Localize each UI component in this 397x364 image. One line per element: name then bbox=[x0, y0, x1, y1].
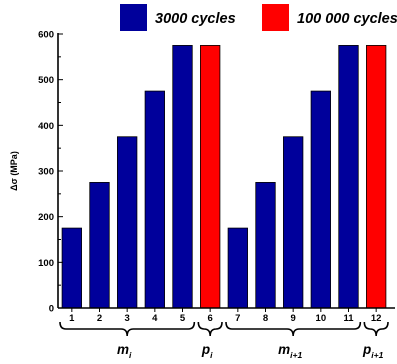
x-tick-label: 10 bbox=[316, 313, 327, 324]
group-label: pi bbox=[201, 342, 213, 360]
x-tick-label: 9 bbox=[291, 313, 296, 324]
y-tick-label: 200 bbox=[38, 212, 54, 223]
x-tick-label: 8 bbox=[263, 313, 268, 324]
group-label: mi bbox=[117, 342, 132, 360]
x-tick-label: 7 bbox=[235, 313, 240, 324]
bar-9 bbox=[283, 136, 304, 309]
y-axis-label: Δσ (MPa) bbox=[9, 151, 19, 191]
bar-3 bbox=[117, 136, 138, 309]
group-brace bbox=[225, 321, 362, 337]
group-braces: mi pi mi+1 pi+1 bbox=[59, 321, 389, 360]
y-tick-label: 100 bbox=[38, 258, 54, 269]
x-tick-label: 3 bbox=[125, 313, 130, 324]
legend: 3000 cycles 100 000 cycles bbox=[120, 4, 397, 31]
group-label: pi+1 bbox=[362, 342, 384, 360]
x-tick-label: 1 bbox=[69, 313, 75, 324]
bar-8 bbox=[255, 182, 276, 309]
x-tick-label: 2 bbox=[97, 313, 102, 324]
x-tick-label: 12 bbox=[371, 313, 382, 324]
legend-label: 3000 cycles bbox=[155, 11, 236, 27]
bar-11 bbox=[338, 45, 359, 309]
bars bbox=[61, 45, 387, 309]
bar-10 bbox=[310, 90, 331, 309]
x-tick-label: 4 bbox=[152, 313, 158, 324]
group-brace bbox=[197, 321, 223, 337]
group-brace bbox=[363, 321, 389, 337]
group-label: mi+1 bbox=[278, 342, 302, 360]
bar-4 bbox=[144, 90, 165, 309]
bar-5 bbox=[172, 45, 193, 309]
y-tick-label: 0 bbox=[49, 304, 54, 315]
x-tick-label: 5 bbox=[180, 313, 186, 324]
x-tick-label: 6 bbox=[208, 313, 213, 324]
bar-1 bbox=[61, 227, 82, 309]
legend-swatch bbox=[262, 4, 289, 31]
legend-swatch bbox=[120, 4, 147, 31]
bar-12 bbox=[366, 45, 387, 309]
x-tick-label: 11 bbox=[343, 313, 354, 324]
y-tick-label: 300 bbox=[38, 167, 54, 178]
y-tick-label: 600 bbox=[38, 30, 54, 41]
bar-7 bbox=[227, 227, 248, 309]
legend-label: 100 000 cycles bbox=[297, 11, 397, 27]
group-brace bbox=[59, 321, 196, 337]
bar-2 bbox=[89, 182, 110, 309]
y-tick-label: 400 bbox=[38, 121, 54, 132]
bar-6 bbox=[200, 45, 221, 309]
y-tick-label: 500 bbox=[38, 75, 54, 86]
